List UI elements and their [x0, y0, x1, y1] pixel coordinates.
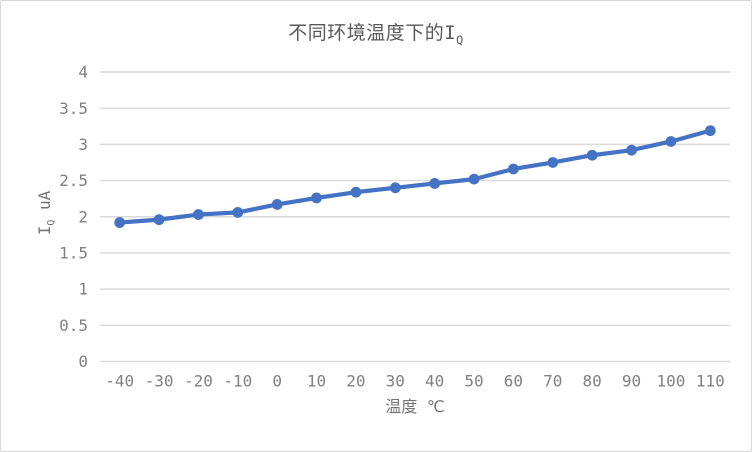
- x-tick-label: 110: [696, 372, 725, 391]
- y-axis-title-unit: uA: [34, 190, 54, 220]
- x-tick-label: 100: [656, 372, 685, 391]
- data-line: [117, 128, 713, 225]
- y-tick-label: 3.5: [59, 99, 88, 118]
- x-tick-label: 90: [622, 372, 641, 391]
- x-tick-label: 10: [307, 372, 326, 391]
- y-tick-label: 0: [78, 352, 88, 371]
- data-point-marker: [665, 136, 677, 147]
- x-tick-label: 70: [543, 372, 562, 391]
- x-tick-label: -10: [223, 372, 252, 391]
- y-tick-label: 1: [78, 280, 88, 299]
- data-point-marker: [429, 178, 441, 189]
- chart-title-subscript: Q: [456, 32, 464, 47]
- data-point-marker: [153, 214, 165, 226]
- y-tick-label: 0.5: [59, 316, 88, 335]
- x-tick-label: 0: [272, 372, 282, 391]
- data-point-marker: [468, 173, 480, 185]
- y-axis-title-symbol: I: [34, 225, 54, 236]
- x-tick-label: 60: [504, 372, 523, 391]
- x-tick-label: 30: [386, 372, 405, 391]
- data-point-marker: [311, 192, 322, 204]
- data-point-marker: [508, 163, 519, 175]
- x-tick-label: 80: [583, 372, 602, 391]
- chart-title: 不同环境温度下的IQ: [1, 18, 751, 47]
- data-point-marker: [271, 199, 283, 210]
- x-tick-label: -20: [184, 372, 213, 391]
- data-point-marker: [586, 149, 598, 161]
- data-point-marker: [114, 217, 126, 228]
- x-tick-label: 20: [346, 372, 365, 391]
- y-tick-label: 4: [78, 63, 88, 82]
- x-tick-label: -40: [105, 372, 134, 391]
- x-tick-label: 40: [425, 372, 444, 391]
- data-point-marker: [350, 186, 362, 198]
- data-point-marker: [704, 125, 716, 137]
- data-point-marker: [232, 207, 244, 218]
- x-tick-label: -30: [145, 372, 174, 391]
- y-tick-label: 1.5: [59, 244, 88, 263]
- y-axis-title: IQ uA: [35, 191, 57, 236]
- data-point-marker: [626, 144, 637, 156]
- data-point-marker: [193, 209, 204, 220]
- x-axis-title: 温度 ℃: [385, 397, 445, 416]
- y-tick-label: 3: [78, 135, 88, 154]
- chart-title-text: 不同环境温度下的I: [288, 22, 457, 44]
- data-point-marker: [547, 157, 559, 168]
- data-point-marker: [389, 182, 401, 194]
- x-tick-label: 50: [464, 372, 483, 391]
- y-axis-title-subscript: Q: [46, 219, 58, 226]
- y-tick-label: 2.5: [59, 171, 88, 190]
- y-tick-label: 2: [78, 207, 88, 226]
